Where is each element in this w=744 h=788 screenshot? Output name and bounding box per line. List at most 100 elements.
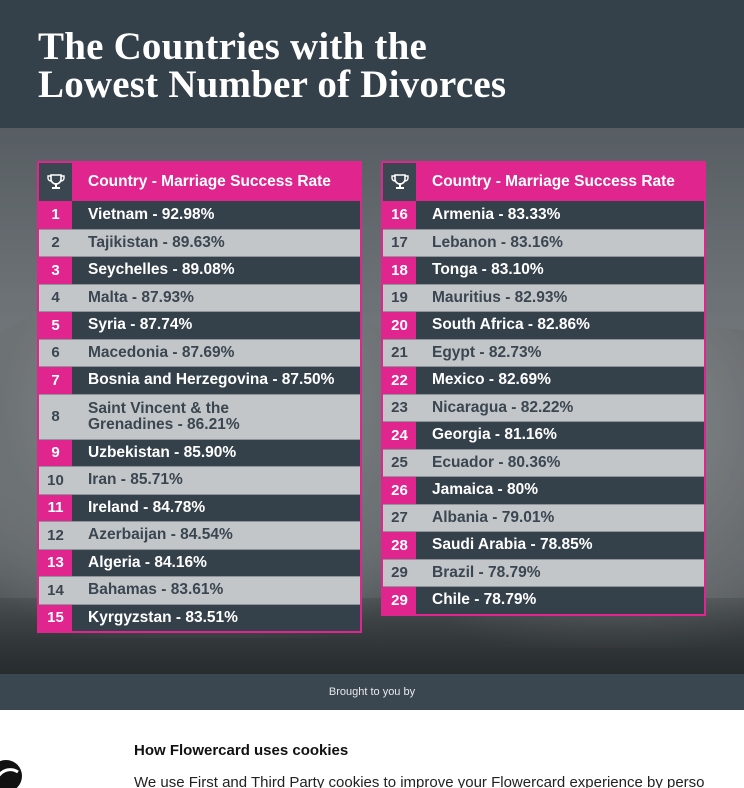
table-row: 29 Chile - 78.79%: [383, 586, 704, 614]
country-rate: Algeria - 84.16%: [72, 549, 360, 576]
rank-number: 29: [383, 587, 416, 614]
table-row: 20 South Africa - 82.86%: [383, 311, 704, 339]
table-row: 15 Kyrgyzstan - 83.51%: [39, 603, 360, 631]
cookie-title: How Flowercard uses cookies: [134, 742, 349, 759]
country-rate: Nicaragua - 82.22%: [416, 394, 704, 421]
country-rate: Tonga - 83.10%: [416, 257, 704, 284]
rank-number: 27: [383, 504, 416, 531]
table-row: 29 Brazil - 78.79%: [383, 558, 704, 586]
rank-number: 18: [383, 257, 416, 284]
country-rate: Syria - 87.74%: [72, 312, 360, 339]
country-rate: South Africa - 82.86%: [416, 312, 704, 339]
rank-number: 28: [383, 532, 416, 559]
country-rate: Jamaica - 80%: [416, 477, 704, 504]
table-row: 28 Saudi Arabia - 78.85%: [383, 531, 704, 559]
rank-number: 22: [383, 367, 416, 394]
trophy-icon: [39, 163, 72, 201]
rank-number: 6: [39, 339, 72, 366]
page-title: The Countries with the Lowest Number of …: [38, 25, 507, 106]
table-row: 22 Mexico - 82.69%: [383, 366, 704, 394]
ranking-table-right: Country - Marriage Success Rate 16 Armeni…: [381, 161, 706, 616]
rank-number: 26: [383, 477, 416, 504]
table-header-label: Country - Marriage Success Rate: [88, 173, 331, 190]
country-rate: Armenia - 83.33%: [416, 201, 704, 229]
flowercard-logo-icon: [0, 760, 22, 788]
country-rate: Seychelles - 89.08%: [72, 257, 360, 284]
country-rate: Bahamas - 83.61%: [72, 577, 360, 604]
rank-number: 21: [383, 339, 416, 366]
rank-number: 12: [39, 522, 72, 549]
country-rate: Uzbekistan - 85.90%: [72, 439, 360, 466]
rank-number: 10: [39, 467, 72, 494]
table-row: 18 Tonga - 83.10%: [383, 256, 704, 284]
rank-number: 24: [383, 422, 416, 449]
table-row: 16 Armenia - 83.33%: [383, 201, 704, 229]
country-rate: Mexico - 82.69%: [416, 367, 704, 394]
country-rate: Macedonia - 87.69%: [72, 339, 360, 366]
country-rate: Azerbaijan - 84.54%: [72, 522, 360, 549]
country-rate: Albania - 79.01%: [416, 504, 704, 531]
cookie-body: We use First and Third Party cookies to …: [134, 774, 705, 788]
table-row: 7 Bosnia and Herzegovina - 87.50%: [39, 366, 360, 394]
title-line-1: The Countries with the: [38, 25, 427, 68]
country-rate: Bosnia and Herzegovina - 87.50%: [72, 367, 360, 394]
country-rate: Mauritius - 82.93%: [416, 284, 704, 311]
table-row: 11 Ireland - 84.78%: [39, 493, 360, 521]
title-line-2: Lowest Number of Divorces: [38, 63, 507, 106]
ranking-table-left: Country - Marriage Success Rate 1 Vietnam…: [37, 161, 362, 633]
rank-number: 20: [383, 312, 416, 339]
country-rate: Chile - 78.79%: [416, 587, 704, 614]
rank-number: 13: [39, 549, 72, 576]
table-header-label: Country - Marriage Success Rate: [432, 173, 675, 190]
table-row: 4 Malta - 87.93%: [39, 283, 360, 311]
table-row: 26 Jamaica - 80%: [383, 476, 704, 504]
country-rate: Egypt - 82.73%: [416, 339, 704, 366]
table-row: 17 Lebanon - 83.16%: [383, 228, 704, 256]
table-header: Country - Marriage Success Rate: [383, 163, 704, 201]
rank-number: 7: [39, 367, 72, 394]
country-rate: Tajikistan - 89.63%: [72, 229, 360, 256]
country-rate: Kyrgyzstan - 83.51%: [72, 604, 360, 631]
country-rate: Lebanon - 83.16%: [416, 229, 704, 256]
country-rate: Ireland - 84.78%: [72, 494, 360, 521]
country-rate: Brazil - 78.79%: [416, 559, 704, 586]
table-row: 21 Egypt - 82.73%: [383, 338, 704, 366]
country-rate: Ecuador - 80.36%: [416, 449, 704, 476]
page-header: The Countries with the Lowest Number of …: [0, 0, 744, 128]
table-row: 3 Seychelles - 89.08%: [39, 256, 360, 284]
country-rate: Saint Vincent & the Grenadines - 86.21%: [72, 394, 360, 439]
rank-number: 14: [39, 577, 72, 604]
table-row: 25 Ecuador - 80.36%: [383, 448, 704, 476]
country-rate: Iran - 85.71%: [72, 467, 360, 494]
table-row: 5 Syria - 87.74%: [39, 311, 360, 339]
rank-number: 3: [39, 257, 72, 284]
brought-to-you-by: Brought to you by: [0, 674, 744, 710]
rank-number: 2: [39, 229, 72, 256]
rank-number: 9: [39, 439, 72, 466]
rank-number: 17: [383, 229, 416, 256]
table-row: 19 Mauritius - 82.93%: [383, 283, 704, 311]
rank-number: 29: [383, 559, 416, 586]
table-row: 27 Albania - 79.01%: [383, 503, 704, 531]
rank-number: 1: [39, 201, 72, 229]
table-row: 6 Macedonia - 87.69%: [39, 338, 360, 366]
rank-number: 15: [39, 604, 72, 631]
rank-number: 25: [383, 449, 416, 476]
table-row: 9 Uzbekistan - 85.90%: [39, 438, 360, 466]
country-rate: Malta - 87.93%: [72, 284, 360, 311]
table-header: Country - Marriage Success Rate: [39, 163, 360, 201]
rank-number: 5: [39, 312, 72, 339]
table-row: 10 Iran - 85.71%: [39, 466, 360, 494]
rank-number: 16: [383, 201, 416, 229]
rank-number: 23: [383, 394, 416, 421]
rank-number: 19: [383, 284, 416, 311]
table-row: 1 Vietnam - 92.98%: [39, 201, 360, 229]
table-row: 2 Tajikistan - 89.63%: [39, 228, 360, 256]
rank-number: 11: [39, 494, 72, 521]
table-row: 12 Azerbaijan - 84.54%: [39, 521, 360, 549]
table-row: 8 Saint Vincent & the Grenadines - 86.21%: [39, 393, 360, 439]
table-row: 14 Bahamas - 83.61%: [39, 576, 360, 604]
table-row: 24 Georgia - 81.16%: [383, 421, 704, 449]
table-row: 13 Algeria - 84.16%: [39, 548, 360, 576]
country-rate: Saudi Arabia - 78.85%: [416, 532, 704, 559]
